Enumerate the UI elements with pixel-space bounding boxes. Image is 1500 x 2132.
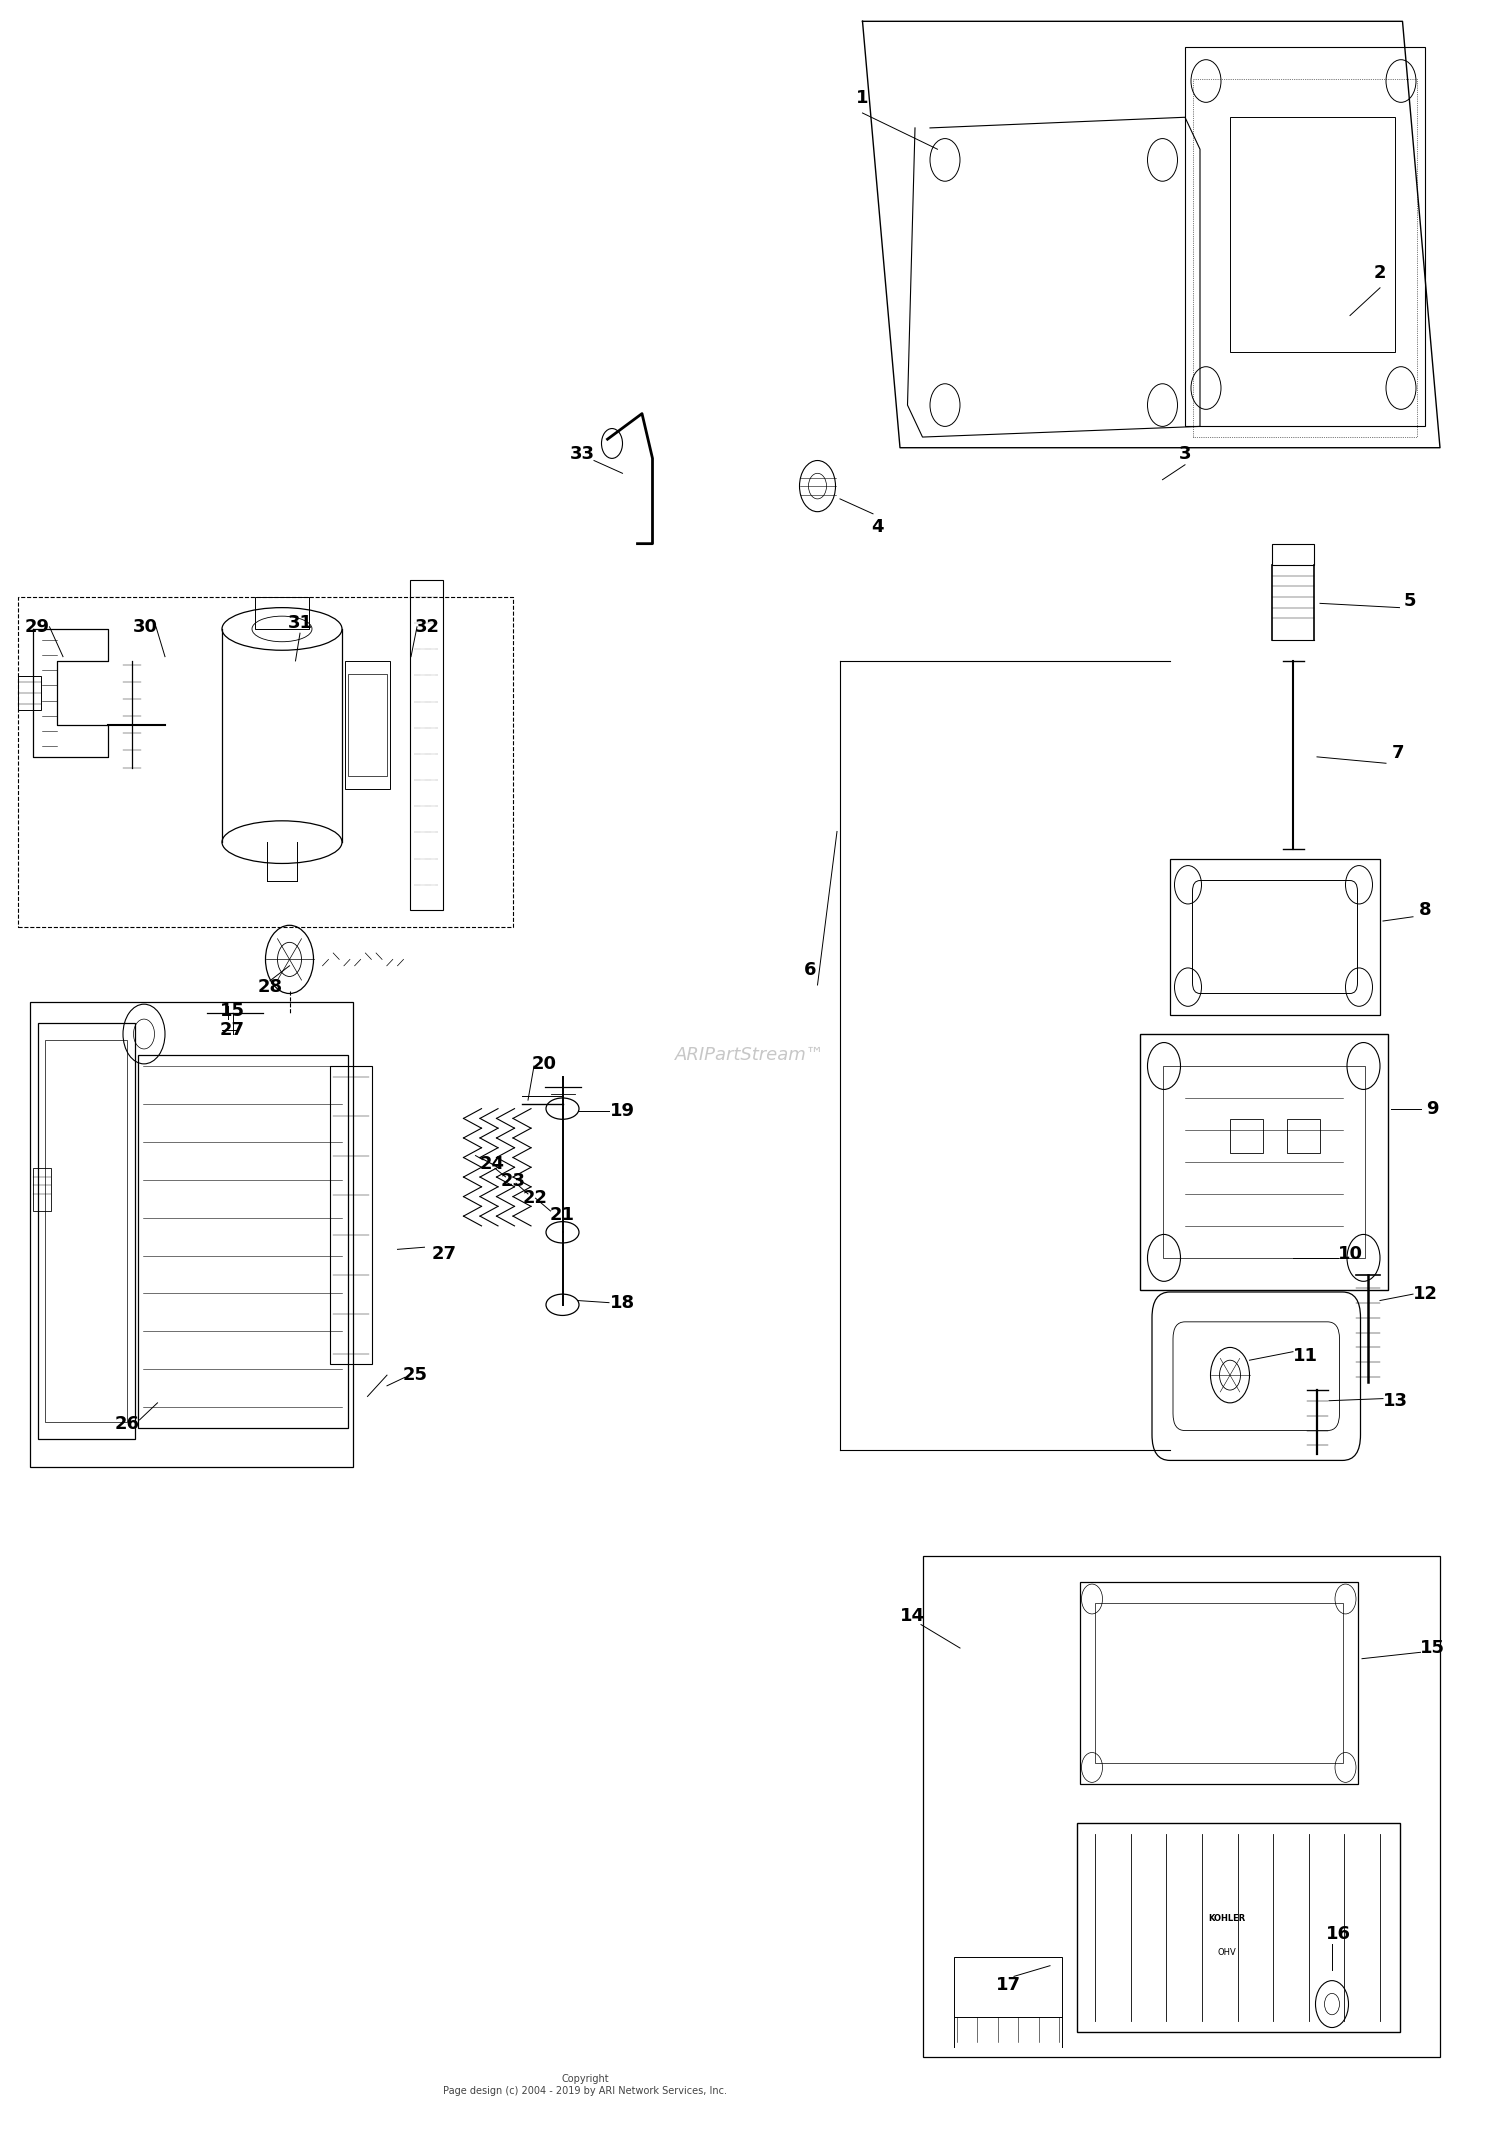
Bar xyxy=(1080,1582,1358,1784)
Text: 10: 10 xyxy=(1338,1245,1362,1262)
Text: 7: 7 xyxy=(1392,744,1404,761)
Bar xyxy=(255,597,309,629)
Text: 33: 33 xyxy=(570,446,594,463)
Text: 27: 27 xyxy=(432,1245,456,1262)
Bar xyxy=(954,1957,1062,2017)
Text: 14: 14 xyxy=(900,1608,924,1625)
Text: KOHLER: KOHLER xyxy=(1209,1915,1245,1923)
Bar xyxy=(38,1023,135,1439)
Bar xyxy=(345,661,390,789)
Text: 1: 1 xyxy=(856,90,868,107)
Bar xyxy=(1140,1034,1388,1290)
Bar xyxy=(1192,79,1417,437)
Text: 31: 31 xyxy=(288,614,312,631)
Bar xyxy=(330,1066,372,1364)
Text: 26: 26 xyxy=(116,1416,140,1433)
Text: OHV: OHV xyxy=(1218,1949,1236,1957)
Text: 28: 28 xyxy=(258,979,282,996)
Text: 23: 23 xyxy=(501,1173,525,1190)
Text: 24: 24 xyxy=(480,1156,504,1173)
Text: 27: 27 xyxy=(220,1021,245,1038)
Text: 15: 15 xyxy=(1420,1640,1444,1657)
Bar xyxy=(45,1040,128,1422)
Text: 11: 11 xyxy=(1293,1347,1317,1364)
Text: 18: 18 xyxy=(610,1294,634,1311)
Text: 13: 13 xyxy=(1383,1392,1407,1409)
Bar xyxy=(1170,859,1380,1015)
Bar xyxy=(922,1556,1440,2057)
Text: 17: 17 xyxy=(996,1976,1020,1993)
Bar xyxy=(1077,1823,1400,2032)
Text: 22: 22 xyxy=(524,1190,548,1207)
Bar xyxy=(410,580,442,910)
Bar xyxy=(18,597,513,927)
Bar xyxy=(348,674,387,776)
Text: 32: 32 xyxy=(416,618,440,635)
Bar xyxy=(1185,47,1425,426)
Text: 25: 25 xyxy=(404,1367,427,1384)
Text: 5: 5 xyxy=(1404,593,1416,610)
Text: 30: 30 xyxy=(134,618,158,635)
Bar xyxy=(1287,1119,1320,1153)
Text: 3: 3 xyxy=(1179,446,1191,463)
Bar xyxy=(138,1055,348,1428)
Text: 9: 9 xyxy=(1426,1100,1438,1117)
Bar xyxy=(30,1002,352,1467)
Text: 16: 16 xyxy=(1326,1925,1350,1942)
Text: 6: 6 xyxy=(804,962,816,979)
Text: 8: 8 xyxy=(1419,902,1431,919)
Text: ARIPartStream™: ARIPartStream™ xyxy=(675,1047,825,1064)
Bar xyxy=(1272,544,1314,565)
Bar xyxy=(1230,117,1395,352)
Bar xyxy=(1162,1066,1365,1258)
Text: 2: 2 xyxy=(1374,264,1386,281)
Text: 21: 21 xyxy=(550,1207,574,1224)
Bar xyxy=(33,1168,51,1211)
Text: 29: 29 xyxy=(26,618,50,635)
Text: 19: 19 xyxy=(610,1102,634,1119)
Bar xyxy=(1230,1119,1263,1153)
Bar xyxy=(18,676,40,710)
Text: 20: 20 xyxy=(532,1055,556,1072)
Text: 4: 4 xyxy=(871,518,883,535)
Text: 15: 15 xyxy=(220,1002,245,1019)
Text: 12: 12 xyxy=(1413,1286,1437,1303)
Bar xyxy=(1095,1603,1342,1763)
Text: Copyright
Page design (c) 2004 - 2019 by ARI Network Services, Inc.: Copyright Page design (c) 2004 - 2019 by… xyxy=(442,2074,728,2096)
